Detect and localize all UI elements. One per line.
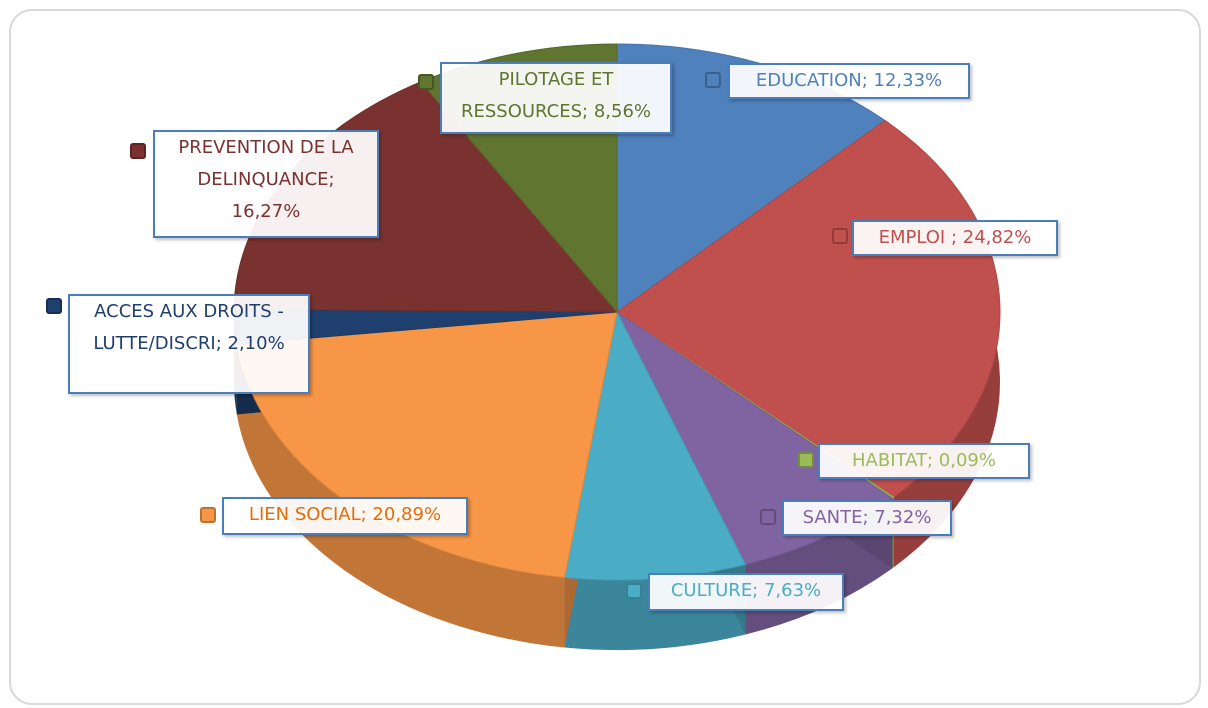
data-label: EMPLOI ; 24,82% [852,220,1058,256]
data-label: EDUCATION; 12,33% [728,63,970,99]
data-label: LIEN SOCIAL; 20,89% [222,497,468,535]
data-label: ACCES AUX DROITS - LUTTE/DISCRI; 2,10% [68,294,310,394]
label-marker [418,74,434,90]
slices [233,43,1001,581]
data-label: PILOTAGE ET RESSOURCES; 8,56% [440,62,672,134]
label-marker [832,228,848,244]
label-marker [200,507,216,523]
slice-side [236,344,565,648]
label-marker [130,143,146,159]
data-label: CULTURE; 7,63% [648,573,844,611]
label-marker [705,72,721,88]
data-label: PREVENTION DE LA DELINQUANCE; 16,27% [153,130,379,238]
label-marker [626,583,642,599]
label-marker [46,298,62,314]
label-marker [798,452,814,468]
data-label: HABITAT; 0,09% [818,443,1030,479]
label-marker [760,509,776,525]
data-label: SANTE; 7,32% [782,500,952,536]
